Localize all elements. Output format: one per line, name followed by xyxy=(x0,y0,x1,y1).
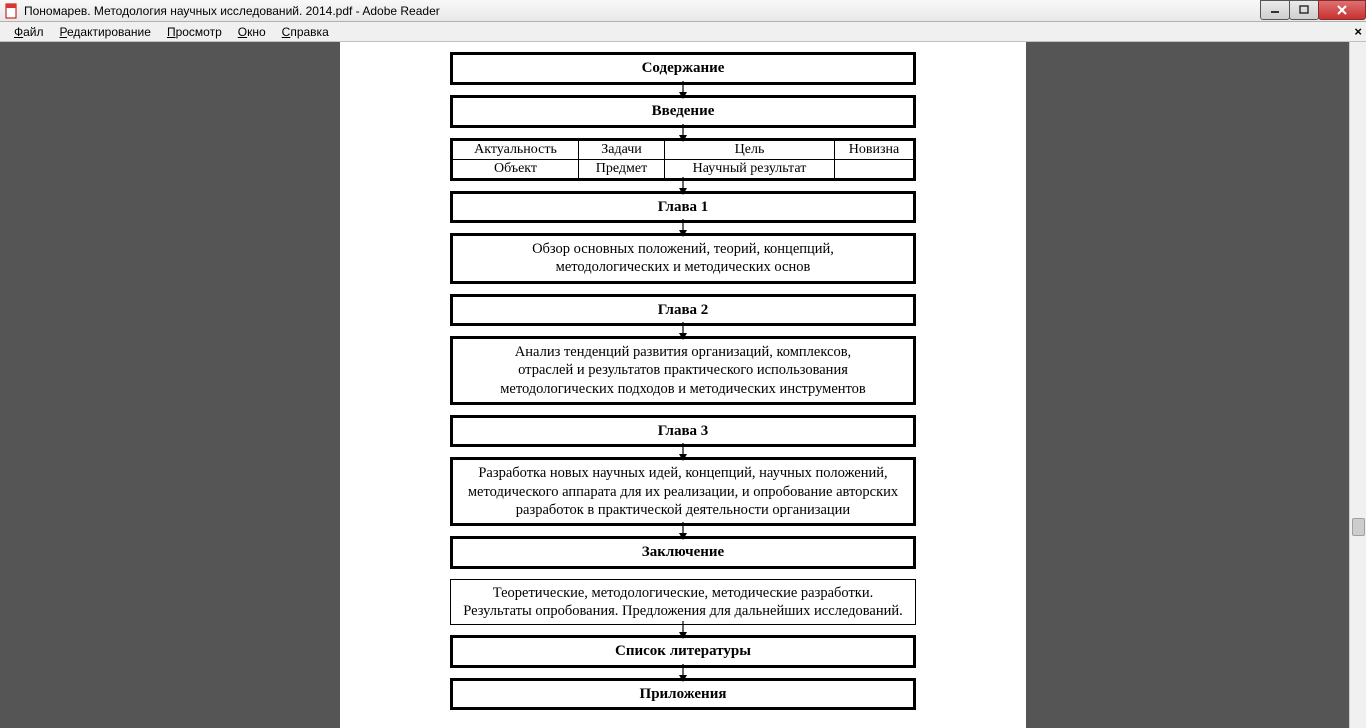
flowchart-diagram: СодержаниеВведениеАктуальностьЗадачиЦель… xyxy=(340,42,1026,710)
close-button[interactable] xyxy=(1318,0,1366,20)
menu-справка[interactable]: Справка xyxy=(274,23,337,41)
pdf-icon xyxy=(4,3,20,19)
intro-table: АктуальностьЗадачиЦельНовизна ОбъектПредм… xyxy=(450,138,916,181)
window-title: Пономарев. Методология научных исследова… xyxy=(24,4,440,18)
arrow-down-icon xyxy=(677,125,689,141)
flow-node-n5: Анализ тенденций развития организаций, к… xyxy=(450,336,916,404)
arrow-down-icon xyxy=(677,523,689,539)
vertical-scrollbar[interactable] xyxy=(1349,42,1366,728)
arrow-down-icon xyxy=(677,323,689,339)
window-controls xyxy=(1261,0,1366,20)
arrow-down-icon xyxy=(677,220,689,236)
flow-node-n7: Разработка новых научных идей, концепций… xyxy=(450,457,916,525)
table-cell: Научный результат xyxy=(665,159,835,178)
arrow-down-icon xyxy=(677,178,689,194)
table-cell: Новизна xyxy=(835,141,913,159)
maximize-button[interactable] xyxy=(1289,0,1319,20)
workspace: СодержаниеВведениеАктуальностьЗадачиЦель… xyxy=(0,42,1366,728)
flow-node-n9: Теоретические, методологические, методич… xyxy=(450,579,916,625)
minimize-button[interactable] xyxy=(1260,0,1290,20)
flow-node-n8: Заключение xyxy=(450,536,916,569)
scroll-thumb[interactable] xyxy=(1352,518,1365,536)
table-cell: Цель xyxy=(665,141,835,159)
table-cell xyxy=(835,159,913,178)
arrow-down-icon xyxy=(677,665,689,681)
menu-просмотр[interactable]: Просмотр xyxy=(159,23,230,41)
table-cell: Объект xyxy=(453,159,579,178)
arrow-down-icon xyxy=(677,622,689,638)
table-cell: Задачи xyxy=(579,141,665,159)
arrow-down-icon xyxy=(677,444,689,460)
titlebar: Пономарев. Методология научных исследова… xyxy=(0,0,1366,22)
pdf-page: СодержаниеВведениеАктуальностьЗадачиЦель… xyxy=(340,42,1026,728)
table-cell: Актуальность xyxy=(453,141,579,159)
arrow-down-icon xyxy=(677,82,689,98)
menu-окно[interactable]: Окно xyxy=(230,23,274,41)
table-cell: Предмет xyxy=(579,159,665,178)
menu-редактирование[interactable]: Редактирование xyxy=(52,23,159,41)
menubar: ФайлРедактированиеПросмотрОкноСправка × xyxy=(0,22,1366,42)
flow-node-n3: Обзор основных положений, теорий, концеп… xyxy=(450,233,916,283)
document-close-icon[interactable]: × xyxy=(1354,24,1362,39)
menu-файл[interactable]: Файл xyxy=(6,23,52,41)
flow-node-n11: Приложения xyxy=(450,678,916,711)
